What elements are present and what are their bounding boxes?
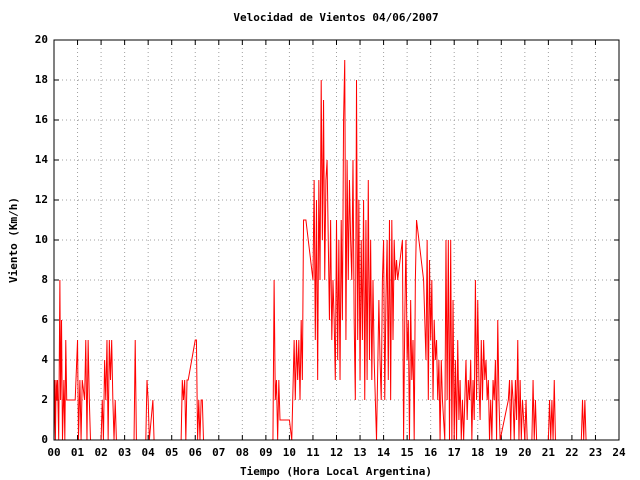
y-tick-label: 2: [41, 393, 48, 406]
x-tick-label: 23: [589, 446, 602, 459]
y-tick-label: 12: [35, 193, 48, 206]
y-tick-label: 14: [35, 153, 49, 166]
x-tick-label: 12: [330, 446, 343, 459]
y-axis-label: Viento (Km/h): [7, 197, 20, 283]
y-tick-label: 6: [41, 313, 48, 326]
x-tick-label: 01: [71, 446, 85, 459]
x-tick-label: 09: [259, 446, 272, 459]
x-tick-label: 17: [448, 446, 461, 459]
x-tick-label: 08: [236, 446, 249, 459]
y-tick-label: 0: [41, 433, 48, 446]
y-tick-label: 18: [35, 73, 48, 86]
x-tick-label: 22: [565, 446, 578, 459]
y-tick-label: 20: [35, 33, 48, 46]
x-tick-label: 21: [542, 446, 556, 459]
x-tick-label: 07: [212, 446, 225, 459]
x-axis-label: Tiempo (Hora Local Argentina): [240, 465, 432, 478]
plot-frame: [53, 39, 620, 441]
y-tick-label: 16: [35, 113, 49, 126]
y-tick-label: 10: [35, 233, 48, 246]
x-tick-label: 02: [94, 446, 107, 459]
y-tick-label: 4: [41, 353, 48, 366]
x-tick-label: 10: [283, 446, 296, 459]
data-line: [53, 59, 587, 441]
x-tick-label: 00: [47, 446, 60, 459]
x-tick-label: 18: [471, 446, 484, 459]
y-tick-label: 8: [41, 273, 48, 286]
x-tick-label: 04: [142, 446, 156, 459]
x-tick-label: 05: [165, 446, 178, 459]
x-tick-label: 03: [118, 446, 131, 459]
x-tick-label: 24: [612, 446, 626, 459]
x-tick-label: 20: [518, 446, 531, 459]
chart-title: Velocidad de Vientos 04/06/2007: [233, 11, 438, 24]
x-tick-label: 06: [189, 446, 203, 459]
x-tick-label: 16: [424, 446, 438, 459]
x-tick-label: 19: [495, 446, 508, 459]
x-tick-label: 14: [377, 446, 391, 459]
x-tick-label: 15: [401, 446, 414, 459]
x-tick-label: 11: [306, 446, 320, 459]
x-tick-label: 13: [353, 446, 366, 459]
